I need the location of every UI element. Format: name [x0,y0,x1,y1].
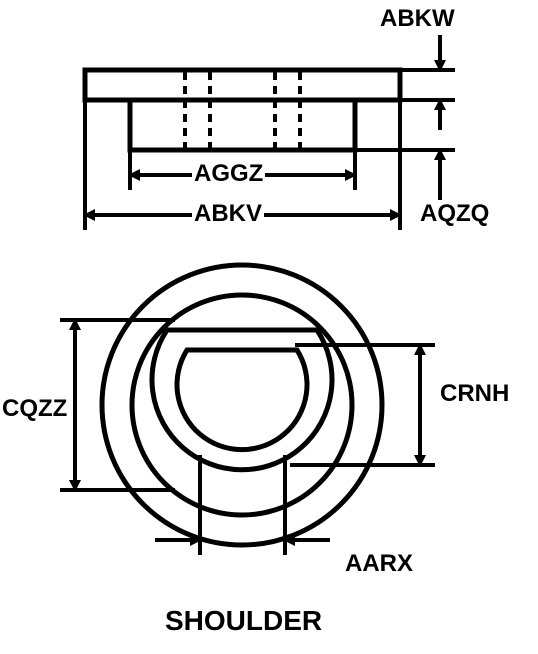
inner-d-shape [177,350,307,450]
body-rect [130,100,355,150]
flange-rect [85,70,400,100]
abkw-label: ABKW [380,5,455,33]
top-view [102,265,382,545]
crnh-label: CRNH [440,380,509,408]
abkw-dimension [400,35,455,130]
cqzz-label: CQZZ [2,395,67,423]
crnh-dimension [290,345,435,465]
aggz-label: AGGZ [192,160,265,188]
side-view [85,70,400,150]
aqzq-label: AQZQ [420,200,489,228]
outer-circle [102,265,382,545]
aarx-label: AARX [345,550,413,578]
aqzq-dimension [355,150,455,200]
abkv-label: ABKV [192,200,264,228]
title-label: SHOULDER [165,605,322,637]
